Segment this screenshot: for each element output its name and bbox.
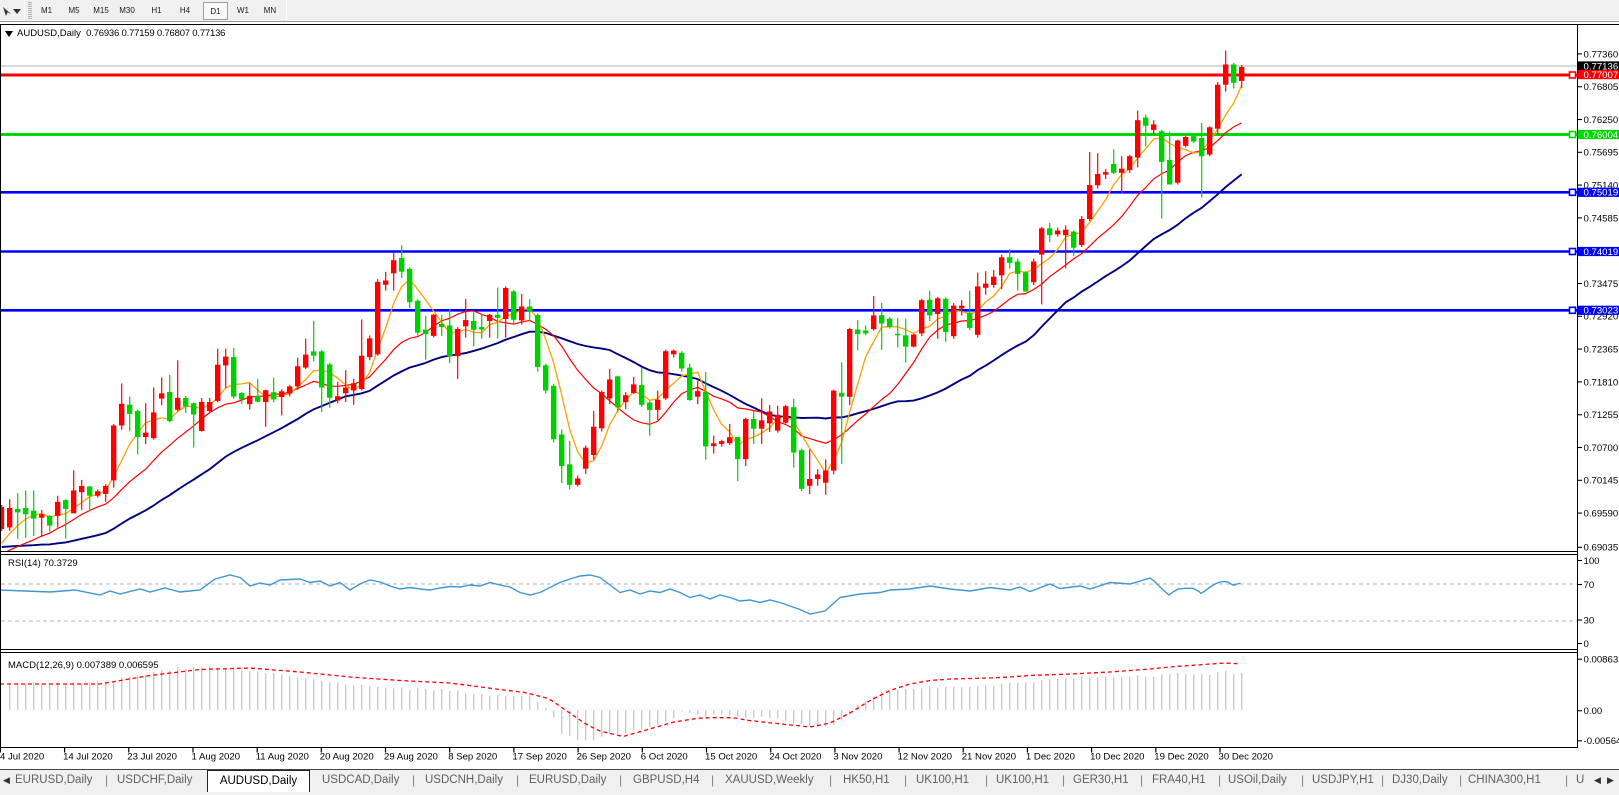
svg-text:0.75695: 0.75695 [1584, 148, 1619, 159]
svg-text:0.77360: 0.77360 [1584, 49, 1619, 60]
svg-text:0.72920: 0.72920 [1584, 312, 1619, 323]
svg-text:26 Sep 2020: 26 Sep 2020 [577, 752, 631, 763]
svg-text:0.76805: 0.76805 [1584, 82, 1619, 93]
svg-text:12 Nov 2020: 12 Nov 2020 [898, 752, 952, 763]
svg-text:8 Sep 2020: 8 Sep 2020 [448, 752, 497, 763]
svg-text:70: 70 [1584, 580, 1595, 591]
svg-text:0.74019: 0.74019 [1584, 247, 1619, 258]
svg-text:0.71810: 0.71810 [1584, 377, 1619, 388]
svg-text:0.00: 0.00 [1584, 706, 1603, 717]
svg-text:0.008633: 0.008633 [1584, 655, 1619, 666]
svg-text:0.76004: 0.76004 [1584, 130, 1619, 141]
svg-text:0.71255: 0.71255 [1584, 410, 1619, 421]
svg-text:0: 0 [1584, 639, 1589, 650]
svg-text:6 Oct 2020: 6 Oct 2020 [641, 752, 688, 763]
svg-text:0.69035: 0.69035 [1584, 543, 1619, 554]
svg-text:30: 30 [1584, 615, 1595, 626]
svg-text:10 Dec 2020: 10 Dec 2020 [1090, 752, 1144, 763]
svg-text:11 Aug 2020: 11 Aug 2020 [256, 752, 309, 763]
svg-text:0.77007: 0.77007 [1584, 70, 1619, 81]
svg-text:0.76250: 0.76250 [1584, 115, 1619, 126]
svg-text:0.74585: 0.74585 [1584, 213, 1619, 224]
svg-text:19 Dec 2020: 19 Dec 2020 [1154, 752, 1208, 763]
svg-text:4 Jul 2020: 4 Jul 2020 [0, 752, 44, 763]
svg-text:30 Dec 2020: 30 Dec 2020 [1219, 752, 1273, 763]
svg-text:15 Oct 2020: 15 Oct 2020 [705, 752, 757, 763]
svg-text:0.70145: 0.70145 [1584, 476, 1619, 487]
svg-text:21 Nov 2020: 21 Nov 2020 [962, 752, 1016, 763]
svg-text:24 Oct 2020: 24 Oct 2020 [769, 752, 821, 763]
svg-text:1 Aug 2020: 1 Aug 2020 [192, 752, 241, 763]
svg-text:20 Aug 2020: 20 Aug 2020 [320, 752, 374, 763]
svg-text:0.75019: 0.75019 [1584, 188, 1619, 199]
svg-text:3 Nov 2020: 3 Nov 2020 [833, 752, 882, 763]
svg-text:17 Sep 2020: 17 Sep 2020 [512, 752, 566, 763]
svg-text:0.73023: 0.73023 [1584, 306, 1619, 317]
svg-text:23 Jul 2020: 23 Jul 2020 [127, 752, 177, 763]
svg-text:0.77136: 0.77136 [1584, 61, 1619, 72]
svg-text:0.70700: 0.70700 [1584, 443, 1619, 454]
svg-text:0.73475: 0.73475 [1584, 279, 1619, 290]
svg-text:0.69590: 0.69590 [1584, 509, 1619, 520]
svg-text:0.75140: 0.75140 [1584, 181, 1619, 192]
svg-text:14 Jul 2020: 14 Jul 2020 [63, 752, 113, 763]
svg-text:1 Dec 2020: 1 Dec 2020 [1026, 752, 1075, 763]
svg-text:29 Aug 2020: 29 Aug 2020 [384, 752, 438, 763]
svg-text:100: 100 [1584, 556, 1600, 567]
svg-text:-0.005641: -0.005641 [1584, 736, 1619, 747]
svg-text:0.72365: 0.72365 [1584, 345, 1619, 356]
